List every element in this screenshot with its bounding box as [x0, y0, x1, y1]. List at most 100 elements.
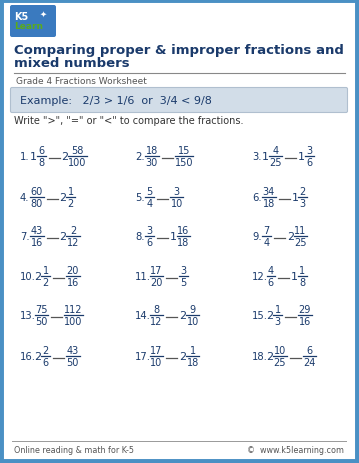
Text: 6: 6: [146, 238, 153, 247]
Text: 50: 50: [67, 357, 79, 367]
Text: 60: 60: [31, 187, 43, 197]
Text: 2: 2: [34, 271, 42, 282]
Text: 3: 3: [306, 146, 312, 156]
Text: 100: 100: [64, 316, 83, 326]
Text: ©  www.k5learning.com: © www.k5learning.com: [247, 445, 344, 454]
Text: 1: 1: [190, 345, 196, 356]
Text: 17.: 17.: [135, 351, 151, 361]
Text: 4: 4: [268, 266, 274, 275]
Text: 3: 3: [300, 199, 306, 208]
Text: 30: 30: [146, 158, 158, 168]
Text: 6.: 6.: [252, 193, 262, 202]
Text: 50: 50: [35, 316, 47, 326]
Text: 2: 2: [67, 199, 74, 208]
Text: 8: 8: [38, 158, 44, 168]
Text: 12.: 12.: [252, 271, 268, 282]
Text: 2: 2: [42, 345, 49, 356]
Text: 10: 10: [274, 345, 286, 356]
Text: 10.: 10.: [20, 271, 36, 282]
Text: 11: 11: [294, 225, 307, 236]
Text: 16.: 16.: [20, 351, 36, 361]
FancyBboxPatch shape: [10, 88, 348, 113]
Text: 80: 80: [31, 199, 43, 208]
Text: 11.: 11.: [135, 271, 151, 282]
Text: Write ">", "=" or "<" to compare the fractions.: Write ">", "=" or "<" to compare the fra…: [14, 116, 243, 126]
Text: 16: 16: [177, 225, 190, 236]
Text: 1.: 1.: [20, 152, 30, 162]
Text: 3: 3: [173, 187, 180, 197]
Text: 5: 5: [146, 187, 153, 197]
Text: Online reading & math for K-5: Online reading & math for K-5: [14, 445, 134, 454]
Text: 8: 8: [299, 277, 306, 288]
Text: 4: 4: [272, 146, 279, 156]
Text: 18: 18: [263, 199, 275, 208]
Text: 3: 3: [181, 266, 187, 275]
Text: 2: 2: [61, 152, 69, 162]
Text: 75: 75: [35, 305, 47, 314]
Text: 7.: 7.: [20, 232, 30, 242]
Text: 10: 10: [171, 199, 183, 208]
Text: 2: 2: [299, 187, 306, 197]
Text: Example:   2/3 > 1/6  or  3/4 < 9/8: Example: 2/3 > 1/6 or 3/4 < 9/8: [20, 96, 212, 106]
Text: 17: 17: [150, 345, 163, 356]
Text: 17: 17: [150, 266, 163, 275]
Text: 2: 2: [287, 232, 294, 242]
Text: 2.: 2.: [135, 152, 145, 162]
Text: 2: 2: [34, 351, 42, 361]
Text: 12: 12: [67, 238, 79, 247]
Text: 13.: 13.: [20, 310, 36, 320]
Text: 14.: 14.: [135, 310, 151, 320]
Text: 16: 16: [299, 316, 311, 326]
Text: 6: 6: [268, 277, 274, 288]
Text: 2: 2: [179, 310, 186, 320]
Text: 6: 6: [38, 146, 44, 156]
Text: 4: 4: [264, 238, 270, 247]
Text: 2: 2: [60, 193, 67, 202]
Text: 18: 18: [146, 146, 158, 156]
Text: 25: 25: [274, 357, 286, 367]
Text: 1: 1: [292, 193, 299, 202]
Text: 1: 1: [67, 187, 74, 197]
Text: 4.: 4.: [20, 193, 29, 202]
Text: 112: 112: [64, 305, 83, 314]
Text: 2: 2: [42, 277, 49, 288]
Text: 2: 2: [70, 225, 76, 236]
Text: mixed numbers: mixed numbers: [14, 57, 130, 70]
Text: 15.: 15.: [252, 310, 268, 320]
Text: 43: 43: [67, 345, 79, 356]
Text: 8: 8: [153, 305, 159, 314]
Text: 3.: 3.: [252, 152, 261, 162]
Text: 1: 1: [298, 152, 305, 162]
Text: 8.: 8.: [135, 232, 145, 242]
Text: 1: 1: [262, 152, 269, 162]
Text: 1: 1: [299, 266, 306, 275]
Text: 58: 58: [71, 146, 84, 156]
Text: 9.: 9.: [252, 232, 262, 242]
Text: 20: 20: [67, 266, 79, 275]
Text: ✦: ✦: [40, 10, 47, 19]
Text: 5.: 5.: [135, 193, 145, 202]
Text: 2: 2: [179, 351, 186, 361]
Text: K5: K5: [14, 12, 28, 22]
Text: 150: 150: [174, 158, 193, 168]
Text: 100: 100: [68, 158, 87, 168]
Text: 1: 1: [30, 152, 37, 162]
Text: 12: 12: [150, 316, 163, 326]
FancyBboxPatch shape: [5, 5, 354, 458]
Text: 29: 29: [299, 305, 311, 314]
FancyBboxPatch shape: [10, 6, 56, 38]
Text: 25: 25: [269, 158, 282, 168]
Text: 25: 25: [294, 238, 307, 247]
Text: Grade 4 Fractions Worksheet: Grade 4 Fractions Worksheet: [16, 77, 147, 86]
Text: Comparing proper & improper fractions and: Comparing proper & improper fractions an…: [14, 44, 344, 57]
Text: 9: 9: [190, 305, 196, 314]
Text: 16: 16: [31, 238, 43, 247]
Text: Learn: Learn: [14, 22, 43, 31]
Text: 20: 20: [150, 277, 163, 288]
Text: 3: 3: [275, 316, 281, 326]
Text: 18.: 18.: [252, 351, 268, 361]
Text: 2: 2: [266, 351, 274, 361]
Text: 34: 34: [263, 187, 275, 197]
Text: 15: 15: [178, 146, 190, 156]
Text: 6: 6: [306, 158, 312, 168]
